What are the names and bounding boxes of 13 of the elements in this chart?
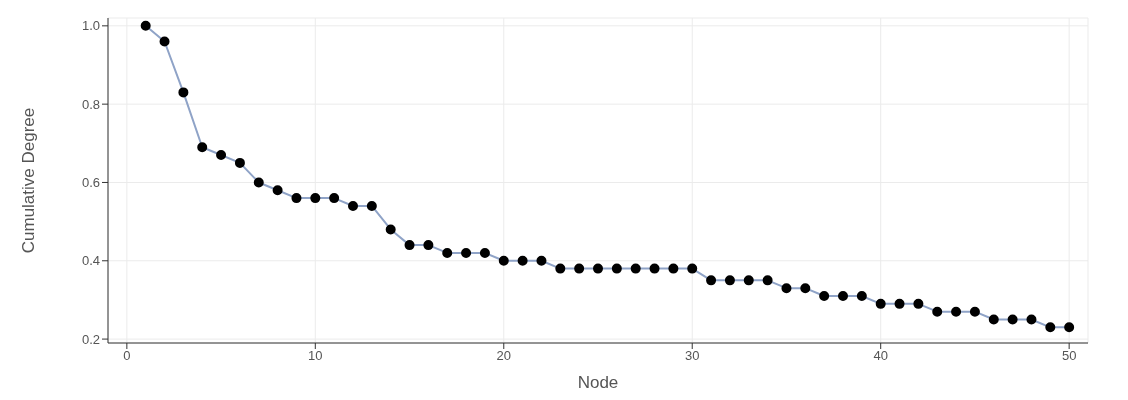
y-axis-title: Cumulative Degree: [19, 107, 39, 254]
y-tick-label: 0.6: [81, 175, 100, 191]
y-tick-label: 0.2: [81, 331, 100, 347]
x-tick-label: 0: [123, 348, 131, 364]
x-tick-label: 10: [308, 348, 323, 364]
x-tick-label: 20: [496, 348, 511, 364]
x-tick-label: 40: [873, 348, 888, 364]
x-axis-title: Node: [577, 373, 619, 392]
y-tick-label: 1.0: [81, 18, 100, 34]
y-tick-label: 0.4: [81, 253, 100, 269]
y-tick-label: 0.8: [81, 96, 100, 112]
x-tick-label: 50: [1061, 348, 1077, 364]
x-tick-label: 30: [685, 348, 700, 364]
